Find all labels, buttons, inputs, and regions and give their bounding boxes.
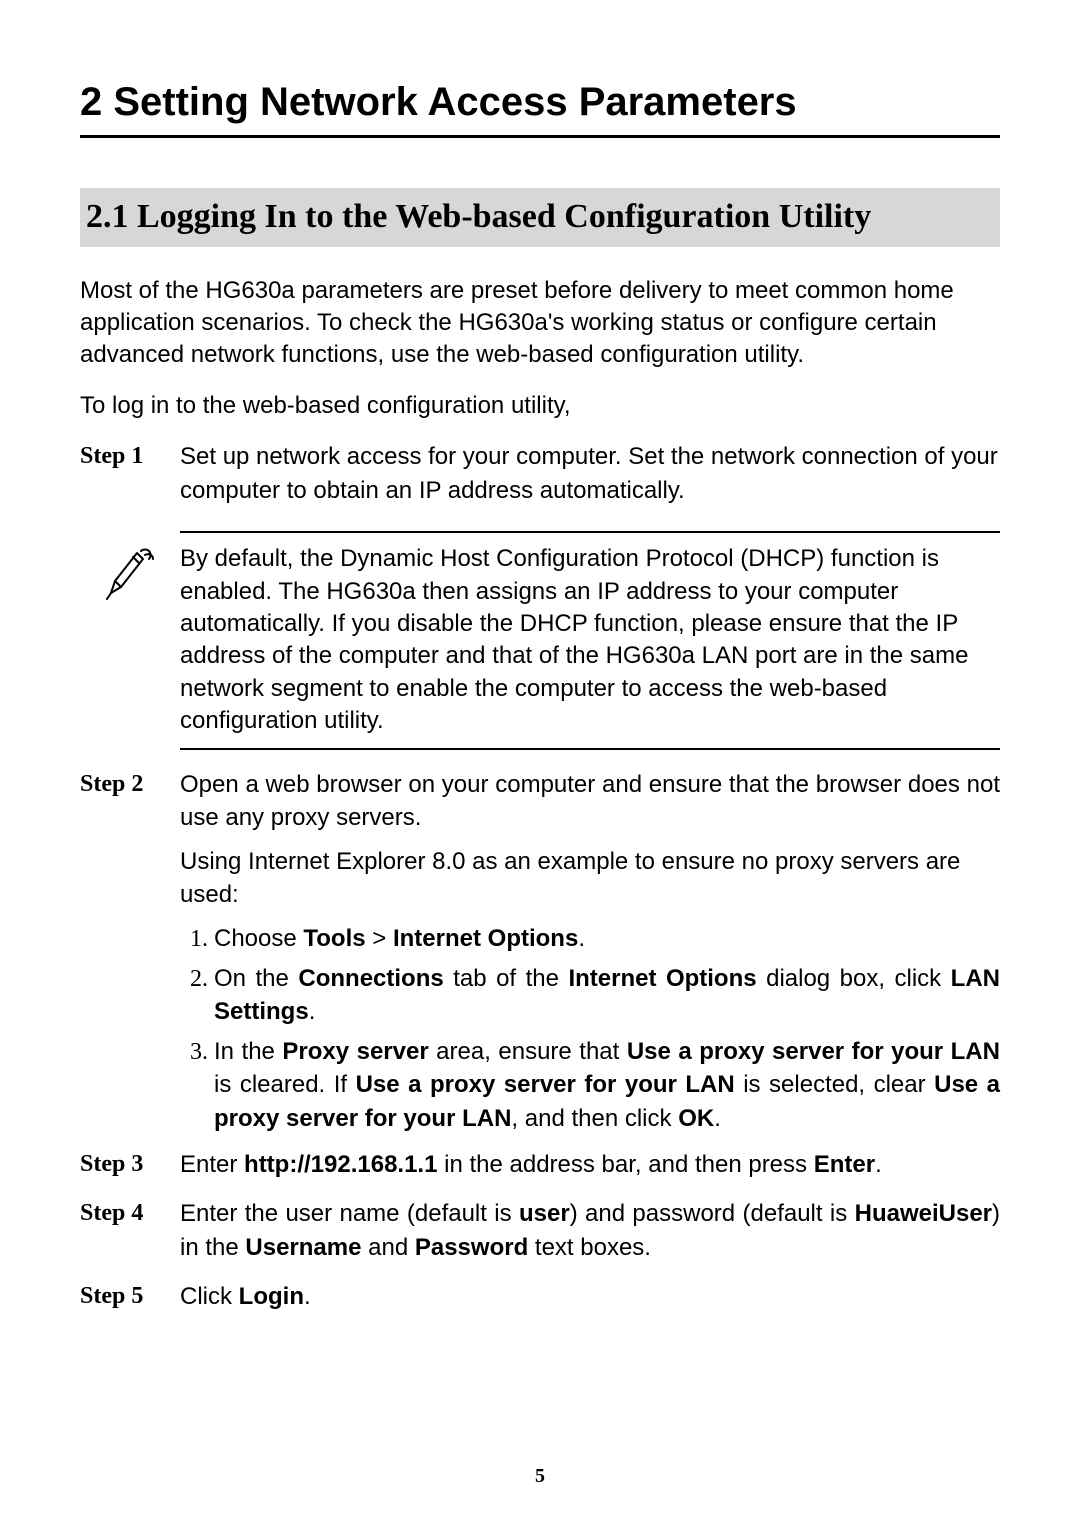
t: Choose: [214, 925, 303, 952]
step-label: Step 1: [80, 440, 180, 517]
note-pen-icon: [80, 531, 180, 749]
t: .: [875, 1151, 882, 1178]
step-label: Step 5: [80, 1280, 180, 1324]
t: and: [361, 1234, 414, 1261]
step-label: Step 4: [80, 1197, 180, 1274]
note-text: By default, the Dynamic Host Configurati…: [180, 531, 1000, 749]
step-3-text: Enter http://192.168.1.1 in the address …: [180, 1148, 1000, 1182]
t: .: [304, 1283, 311, 1310]
t: Tools: [303, 925, 365, 952]
sub-item-2: On the Connections tab of the Internet O…: [214, 962, 1000, 1029]
t: , and then click: [511, 1105, 678, 1132]
t: text boxes.: [528, 1234, 651, 1261]
t: Password: [415, 1234, 528, 1261]
step-1-text: Set up network access for your computer.…: [180, 440, 1000, 507]
t: area, ensure that: [429, 1038, 627, 1065]
step-2: Step 2 Open a web browser on your comput…: [80, 768, 1000, 1142]
step-3: Step 3 Enter http://192.168.1.1 in the a…: [80, 1148, 1000, 1192]
t: .: [714, 1105, 721, 1132]
t: >: [366, 925, 393, 952]
steps-list: Step 1 Set up network access for your co…: [80, 440, 1000, 1324]
page-number: 5: [0, 1465, 1080, 1488]
t: Internet Options: [568, 965, 756, 992]
t: user: [519, 1200, 570, 1227]
step-body: Enter the user name (default is user) an…: [180, 1197, 1000, 1274]
t: Use a proxy server for your LAN: [627, 1038, 1000, 1065]
step-5-text: Click Login.: [180, 1280, 1000, 1314]
t: tab of the: [444, 965, 569, 992]
step-body: Click Login.: [180, 1280, 1000, 1324]
t: Enter: [180, 1151, 244, 1178]
step-4-text: Enter the user name (default is user) an…: [180, 1197, 1000, 1264]
step-2-p1: Open a web browser on your computer and …: [180, 768, 1000, 835]
t: Connections: [298, 965, 443, 992]
t: Enter: [814, 1151, 875, 1178]
t: dialog box, click: [757, 965, 951, 992]
t: Username: [245, 1234, 361, 1261]
t: On the: [214, 965, 298, 992]
step-body: Set up network access for your computer.…: [180, 440, 1000, 517]
t: .: [578, 925, 585, 952]
t: is cleared. If: [214, 1071, 356, 1098]
t: Login: [239, 1283, 304, 1310]
t: Proxy server: [282, 1038, 428, 1065]
t: is selected, clear: [735, 1071, 934, 1098]
t: HuaweiUser: [855, 1200, 992, 1227]
sub-item-3: In the Proxy server area, ensure that Us…: [214, 1035, 1000, 1136]
step-2-sublist: Choose Tools > Internet Options. On the …: [214, 922, 1000, 1136]
t: Enter the user name (default is: [180, 1200, 519, 1227]
t: Click: [180, 1283, 239, 1310]
step-label: Step 3: [80, 1148, 180, 1192]
t: Use a proxy server for your LAN: [356, 1071, 735, 1098]
intro-paragraph-1: Most of the HG630a parameters are preset…: [80, 275, 1000, 372]
t: in the address bar, and then press: [437, 1151, 813, 1178]
step-label: Step 2: [80, 768, 180, 1142]
t: ) and password (default is: [570, 1200, 855, 1227]
section-title: 2.1 Logging In to the Web-based Configur…: [80, 188, 1000, 247]
sub-item-1: Choose Tools > Internet Options.: [214, 922, 1000, 956]
t: http://192.168.1.1: [244, 1151, 437, 1178]
intro-paragraph-2: To log in to the web-based configuration…: [80, 390, 1000, 422]
step-4: Step 4 Enter the user name (default is u…: [80, 1197, 1000, 1274]
note-block: By default, the Dynamic Host Configurati…: [80, 531, 1000, 749]
step-2-p2: Using Internet Explorer 8.0 as an exampl…: [180, 845, 1000, 912]
t: OK: [678, 1105, 714, 1132]
step-1: Step 1 Set up network access for your co…: [80, 440, 1000, 517]
step-body: Open a web browser on your computer and …: [180, 768, 1000, 1142]
step-5: Step 5 Click Login.: [80, 1280, 1000, 1324]
t: .: [309, 998, 316, 1025]
step-body: Enter http://192.168.1.1 in the address …: [180, 1148, 1000, 1192]
t: Internet Options: [393, 925, 578, 952]
t: In the: [214, 1038, 282, 1065]
chapter-title: 2 Setting Network Access Parameters: [80, 80, 1000, 138]
